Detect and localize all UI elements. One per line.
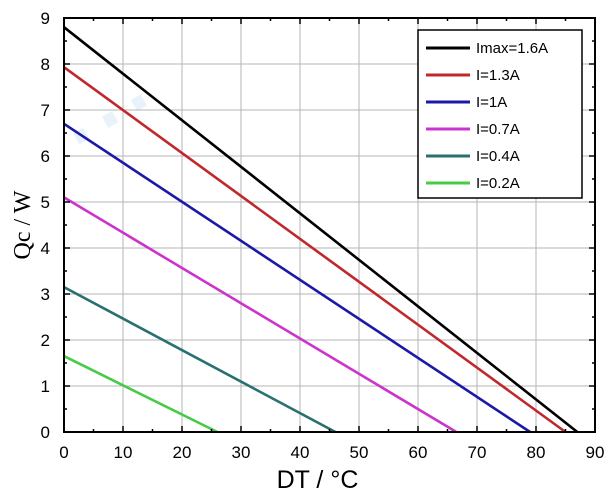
ticks <box>63 17 596 433</box>
series-line <box>63 285 337 434</box>
x-tick-label: 80 <box>527 443 546 462</box>
y-tick-label: 0 <box>41 423 50 442</box>
series-line <box>63 354 218 434</box>
series-line <box>63 122 531 434</box>
y-axis-title: Qc / W <box>10 190 36 259</box>
tick-labels: 0 10 20 30 40 50 60 70 80 90 0 1 2 3 4 5 6 7 8 9 <box>41 9 605 462</box>
series-line <box>63 26 579 434</box>
x-tick-label: 60 <box>409 443 428 462</box>
y-tick-label: 9 <box>41 9 50 28</box>
legend-box <box>417 29 583 199</box>
x-tick-label: 90 <box>586 443 605 462</box>
x-tick-label: 50 <box>350 443 369 462</box>
legend-label: I=0.2A <box>476 175 520 192</box>
series-lines <box>63 26 579 434</box>
y-tick-label: 1 <box>41 377 50 396</box>
x-tick-label: 70 <box>468 443 487 462</box>
legend-label: Imax=1.6A <box>476 40 548 57</box>
y-tick-label: 8 <box>41 55 50 74</box>
x-tick-label: 0 <box>59 443 68 462</box>
x-tick-label: 10 <box>114 443 133 462</box>
legend-label: I=0.7A <box>476 121 520 138</box>
y-tick-label: 7 <box>41 101 50 120</box>
series-line <box>63 66 567 434</box>
legend-label: I=1.3A <box>476 67 520 84</box>
y-tick-label: 3 <box>41 285 50 304</box>
legend-label: I=0.4A <box>476 148 520 165</box>
x-axis-title: DT / °C <box>277 466 359 494</box>
x-tick-label: 40 <box>291 443 310 462</box>
legend: Imax=1.6A I=1.3A I=1A I=0.7A I=0.4A I=0.2A <box>417 29 583 199</box>
y-tick-label: 6 <box>41 147 50 166</box>
series-line <box>63 196 458 434</box>
y-tick-label: 5 <box>41 193 50 212</box>
x-tick-label: 20 <box>173 443 192 462</box>
x-tick-label: 30 <box>232 443 251 462</box>
y-tick-label: 2 <box>41 331 50 350</box>
y-tick-label: 4 <box>41 239 50 258</box>
legend-label: I=1A <box>476 94 507 111</box>
